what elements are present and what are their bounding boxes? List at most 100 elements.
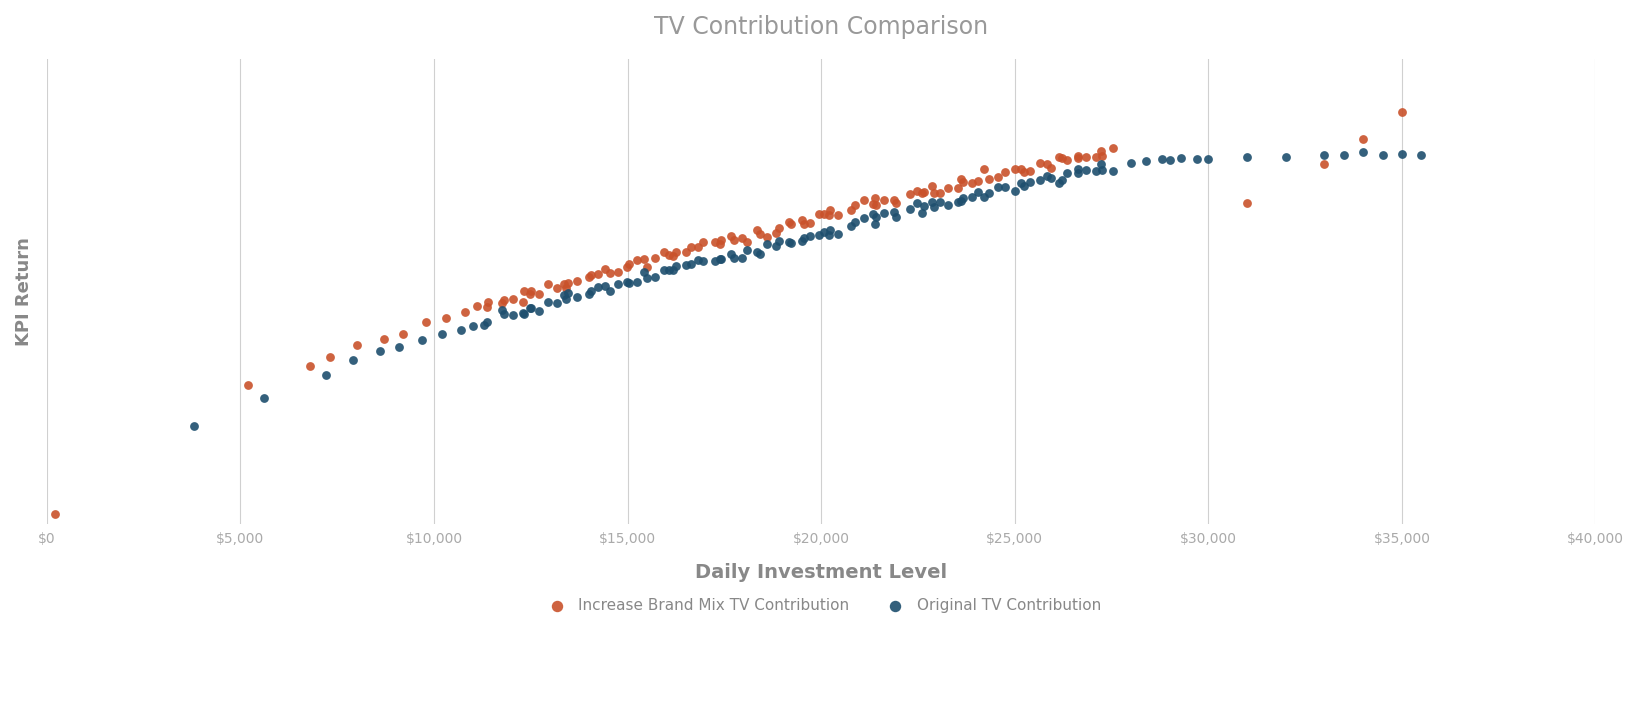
Increase Brand Mix TV Contribution	[674, 246, 700, 258]
Increase Brand Mix TV Contribution	[690, 236, 716, 247]
Increase Brand Mix TV Contribution	[951, 176, 977, 188]
Increase Brand Mix TV Contribution	[1046, 152, 1072, 163]
Increase Brand Mix TV Contribution	[928, 187, 954, 198]
Increase Brand Mix TV Contribution	[390, 328, 416, 339]
Increase Brand Mix TV Contribution	[970, 164, 997, 175]
Original TV Contribution	[685, 254, 711, 266]
Original TV Contribution	[721, 252, 747, 263]
Original TV Contribution	[1311, 149, 1337, 161]
Original TV Contribution	[797, 230, 823, 241]
Original TV Contribution	[744, 247, 770, 258]
Increase Brand Mix TV Contribution	[975, 173, 1001, 184]
Increase Brand Mix TV Contribution	[910, 186, 936, 198]
Original TV Contribution	[1054, 167, 1080, 178]
Increase Brand Mix TV Contribution	[721, 234, 747, 246]
Increase Brand Mix TV Contribution	[577, 269, 603, 280]
Original TV Contribution	[816, 229, 842, 241]
Original TV Contribution	[556, 287, 582, 299]
Title: TV Contribution Comparison: TV Contribution Comparison	[654, 15, 988, 39]
Increase Brand Mix TV Contribution	[634, 261, 661, 272]
Increase Brand Mix TV Contribution	[1088, 150, 1115, 161]
Original TV Contribution	[965, 186, 992, 198]
Increase Brand Mix TV Contribution	[488, 298, 515, 309]
Increase Brand Mix TV Contribution	[490, 295, 516, 306]
Original TV Contribution	[605, 278, 631, 290]
Original TV Contribution	[910, 200, 936, 212]
Original TV Contribution	[1046, 177, 1072, 188]
Increase Brand Mix TV Contribution	[775, 217, 801, 228]
Original TV Contribution	[664, 261, 690, 272]
Increase Brand Mix TV Contribution	[838, 205, 864, 216]
Original TV Contribution	[975, 188, 1001, 199]
Original TV Contribution	[1011, 181, 1037, 192]
Original TV Contribution	[1065, 168, 1092, 179]
Increase Brand Mix TV Contribution	[564, 275, 590, 287]
Increase Brand Mix TV Contribution	[870, 195, 897, 206]
Increase Brand Mix TV Contribution	[433, 313, 459, 324]
Original TV Contribution	[883, 212, 910, 223]
Increase Brand Mix TV Contribution	[585, 268, 611, 280]
Increase Brand Mix TV Contribution	[860, 198, 887, 210]
Original TV Contribution	[490, 309, 516, 320]
Original TV Contribution	[642, 272, 669, 283]
Increase Brand Mix TV Contribution	[788, 214, 815, 225]
Increase Brand Mix TV Contribution	[744, 224, 770, 235]
Original TV Contribution	[764, 240, 790, 251]
Increase Brand Mix TV Contribution	[754, 231, 780, 242]
Increase Brand Mix TV Contribution	[685, 242, 711, 253]
Increase Brand Mix TV Contribution	[1065, 150, 1092, 161]
Increase Brand Mix TV Contribution	[651, 246, 677, 258]
Original TV Contribution	[1133, 156, 1159, 167]
Increase Brand Mix TV Contribution	[1088, 145, 1115, 156]
Original TV Contribution	[729, 252, 756, 263]
Original TV Contribution	[1157, 154, 1183, 166]
Increase Brand Mix TV Contribution	[746, 228, 772, 239]
Original TV Contribution	[718, 249, 744, 260]
Increase Brand Mix TV Contribution	[883, 198, 910, 209]
Increase Brand Mix TV Contribution	[536, 278, 562, 290]
Increase Brand Mix TV Contribution	[679, 241, 705, 253]
Increase Brand Mix TV Contribution	[797, 217, 823, 229]
Original TV Contribution	[779, 238, 805, 249]
Increase Brand Mix TV Contribution	[880, 194, 906, 205]
Original TV Contribution	[1169, 152, 1195, 164]
Increase Brand Mix TV Contribution	[708, 239, 734, 250]
Legend: Increase Brand Mix TV Contribution, Original TV Contribution: Increase Brand Mix TV Contribution, Orig…	[536, 591, 1106, 619]
Original TV Contribution	[1370, 149, 1396, 161]
Increase Brand Mix TV Contribution	[806, 209, 833, 220]
Increase Brand Mix TV Contribution	[605, 266, 631, 278]
Increase Brand Mix TV Contribution	[701, 236, 728, 247]
Increase Brand Mix TV Contribution	[370, 333, 397, 345]
Original TV Contribution	[708, 253, 734, 265]
Original TV Contribution	[661, 264, 687, 275]
Original TV Contribution	[510, 307, 536, 319]
Original TV Contribution	[180, 420, 207, 431]
Original TV Contribution	[500, 309, 526, 321]
Original TV Contribution	[1008, 178, 1034, 189]
Increase Brand Mix TV Contribution	[1065, 152, 1092, 164]
Original TV Contribution	[1272, 152, 1298, 163]
Original TV Contribution	[851, 213, 877, 224]
Increase Brand Mix TV Contribution	[597, 267, 623, 278]
Increase Brand Mix TV Contribution	[616, 258, 642, 270]
Increase Brand Mix TV Contribution	[734, 236, 760, 248]
Increase Brand Mix TV Contribution	[792, 219, 818, 230]
Increase Brand Mix TV Contribution	[1083, 152, 1110, 163]
Increase Brand Mix TV Contribution	[1001, 164, 1028, 175]
Original TV Contribution	[919, 197, 946, 208]
Increase Brand Mix TV Contribution	[1311, 159, 1337, 170]
Increase Brand Mix TV Contribution	[552, 282, 579, 293]
Original TV Contribution	[944, 197, 970, 208]
Original TV Contribution	[339, 355, 365, 366]
Original TV Contribution	[921, 202, 947, 213]
Original TV Contribution	[824, 228, 851, 239]
Original TV Contribution	[734, 245, 760, 256]
Original TV Contribution	[1034, 170, 1060, 181]
Increase Brand Mix TV Contribution	[551, 278, 577, 290]
Increase Brand Mix TV Contribution	[708, 234, 734, 245]
Increase Brand Mix TV Contribution	[511, 285, 538, 297]
Increase Brand Mix TV Contribution	[661, 250, 687, 261]
Original TV Contribution	[564, 292, 590, 303]
Original TV Contribution	[1408, 149, 1434, 161]
Original TV Contribution	[947, 196, 974, 207]
